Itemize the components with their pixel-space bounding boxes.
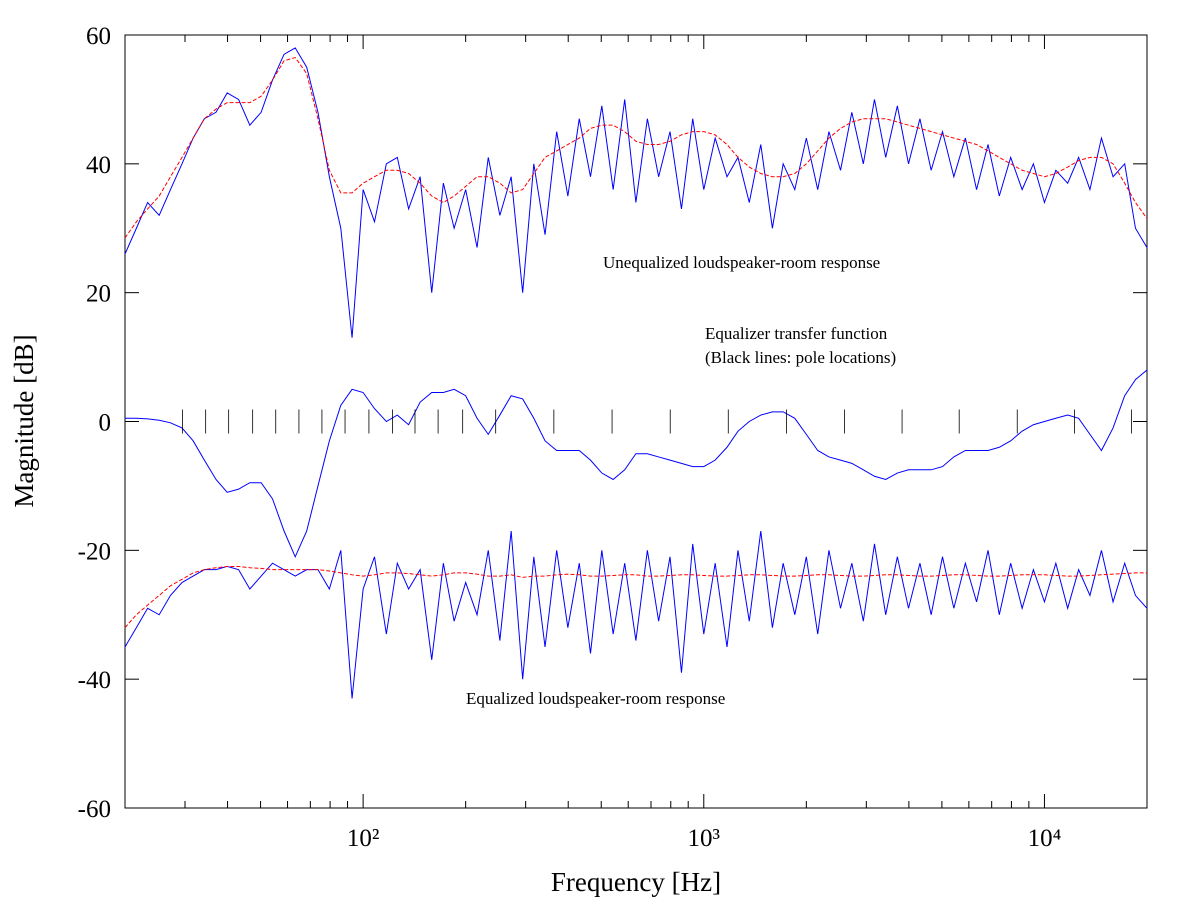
x-tick-label: 10²	[347, 825, 380, 852]
y-tick-label: -60	[78, 796, 111, 823]
y-tick-label: 20	[86, 281, 111, 308]
y-tick-label: 40	[86, 152, 111, 179]
annotation: Equalizer transfer function	[705, 324, 888, 343]
annotation: Equalized loudspeaker-room response	[466, 689, 725, 708]
x-tick-label: 10³	[688, 825, 721, 852]
series-line	[125, 369, 1148, 559]
x-tick-label: 10⁴	[1028, 825, 1062, 852]
series-line	[124, 565, 1147, 628]
y-tick-label: 0	[99, 410, 112, 437]
series-line	[124, 56, 1148, 239]
annotation: (Black lines: pole locations)	[705, 348, 896, 367]
y-axis-label: Magnitude [dB]	[9, 334, 39, 507]
annotation: Unequalized loudspeaker-room response	[603, 253, 880, 272]
series-line	[124, 530, 1148, 699]
y-tick-label: 60	[86, 23, 111, 50]
x-axis-label: Frequency [Hz]	[551, 867, 721, 897]
series-line	[124, 47, 1148, 338]
y-tick-label: -20	[78, 538, 111, 565]
y-tick-label: -40	[78, 667, 111, 694]
